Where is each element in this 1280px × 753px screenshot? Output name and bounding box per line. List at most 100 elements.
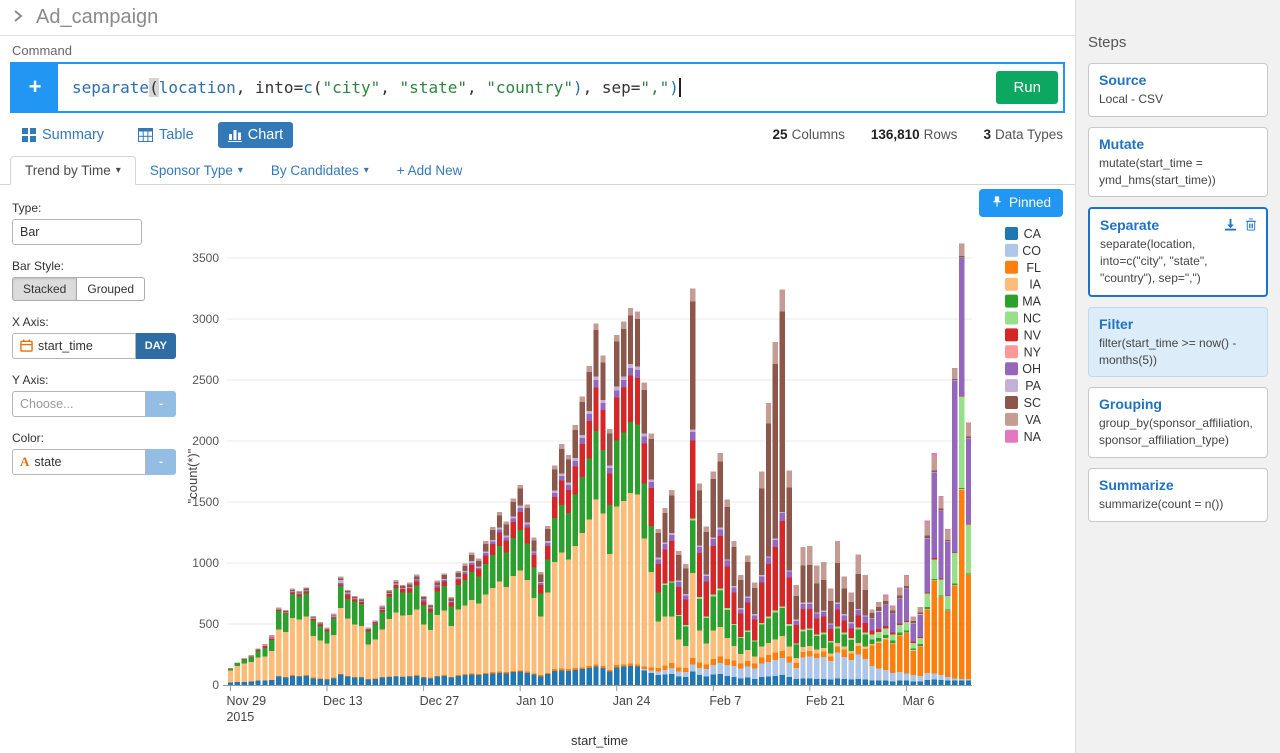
bar-segment bbox=[827, 623, 834, 625]
bar-style-stacked-button[interactable]: Stacked bbox=[12, 276, 78, 301]
x-axis-select[interactable]: start_time bbox=[12, 332, 136, 359]
bar-segment bbox=[848, 679, 854, 685]
legend-swatch bbox=[1005, 395, 1018, 409]
run-button[interactable]: Run bbox=[996, 70, 1058, 104]
bar-segment bbox=[317, 640, 323, 679]
legend-item-MA[interactable]: MA bbox=[1005, 294, 1042, 309]
bar-segment bbox=[889, 632, 896, 635]
step-card-summarize[interactable]: Summarize summarize(count = n()) bbox=[1088, 467, 1268, 522]
bar-segment bbox=[710, 539, 717, 546]
legend-item-CO[interactable]: CO bbox=[1005, 243, 1041, 258]
bar-segment bbox=[482, 672, 489, 675]
bar-segment bbox=[765, 661, 772, 677]
bar-segment bbox=[469, 674, 475, 685]
legend-item-IA[interactable]: IA bbox=[1005, 277, 1042, 292]
bar-segment bbox=[793, 667, 799, 679]
color-select[interactable]: A state bbox=[12, 448, 146, 475]
bar-segment bbox=[593, 431, 599, 500]
bar-segment bbox=[821, 561, 827, 581]
bar-segment bbox=[931, 673, 937, 680]
trash-icon[interactable] bbox=[1245, 218, 1257, 231]
bar-segment bbox=[620, 432, 627, 501]
step-card-source[interactable]: Source Local - CSV bbox=[1088, 63, 1268, 117]
bar-segment bbox=[689, 664, 696, 672]
chart-tab-by-candidates[interactable]: By Candidates ▾ bbox=[257, 157, 383, 184]
bar-segment bbox=[952, 380, 958, 553]
chart-tab-bar: Trend by Time ▾ Sponsor Type ▾ By Candidates… bbox=[0, 155, 1075, 185]
bar-segment bbox=[655, 528, 661, 534]
bar-segment bbox=[752, 614, 758, 616]
chart-tab-trend-by-time[interactable]: Trend by Time ▾ bbox=[10, 155, 136, 185]
color-aggregation-button[interactable]: - bbox=[146, 448, 176, 475]
x-axis-aggregation-button[interactable]: DAY bbox=[135, 332, 176, 359]
add-command-button[interactable]: + bbox=[12, 64, 58, 111]
bar-segment bbox=[455, 572, 461, 578]
bar-segment bbox=[441, 575, 447, 579]
bar-segment bbox=[834, 678, 841, 685]
legend-item-SC[interactable]: SC bbox=[1005, 395, 1041, 410]
bar-segment bbox=[731, 677, 737, 685]
legend-label: NC bbox=[1023, 311, 1041, 325]
bar-segment bbox=[841, 588, 848, 615]
y-axis-select[interactable]: Choose... bbox=[12, 390, 146, 417]
bar-segment bbox=[427, 630, 434, 678]
view-tab-summary[interactable]: Summary bbox=[12, 122, 114, 148]
chart-tab-sponsor-type[interactable]: Sponsor Type ▾ bbox=[136, 157, 257, 184]
bar-segment bbox=[848, 638, 854, 640]
pinned-button[interactable]: Pinned bbox=[978, 188, 1063, 217]
bar-segment bbox=[669, 534, 675, 542]
bar-segment bbox=[807, 650, 813, 657]
bar-segment bbox=[883, 638, 889, 640]
legend-item-NV[interactable]: NV bbox=[1005, 328, 1042, 342]
bar-segment bbox=[469, 561, 475, 563]
bar-segment bbox=[876, 668, 882, 681]
bar-segment bbox=[262, 646, 268, 648]
bar-segment bbox=[393, 675, 399, 677]
legend-item-PA[interactable]: PA bbox=[1005, 379, 1042, 393]
bar-segment bbox=[938, 510, 944, 512]
step-card-separate[interactable]: Separate separate(location, into=c("city"… bbox=[1088, 207, 1268, 297]
bar-segment bbox=[958, 489, 965, 679]
bar-segment bbox=[738, 678, 744, 685]
bar-segment bbox=[545, 525, 551, 529]
legend-item-NA[interactable]: NA bbox=[1005, 429, 1042, 444]
step-card-filter[interactable]: Filter filter(start_time >= now() - month… bbox=[1088, 306, 1268, 378]
bar-segment bbox=[565, 512, 572, 560]
bar-segment bbox=[738, 580, 744, 609]
bar-segment bbox=[683, 599, 689, 626]
bar-segment bbox=[683, 564, 689, 569]
bar-segment bbox=[303, 591, 310, 594]
bar-segment bbox=[269, 638, 275, 640]
legend-item-OH[interactable]: OH bbox=[1005, 362, 1041, 376]
view-tab-chart[interactable]: Chart bbox=[217, 121, 294, 148]
x-tick-label: Dec 27 bbox=[420, 694, 460, 708]
bar-segment bbox=[958, 256, 965, 258]
bar-segment bbox=[386, 596, 392, 620]
bar-segment bbox=[938, 578, 944, 580]
legend-item-VA[interactable]: VA bbox=[1005, 412, 1042, 427]
bar-segment bbox=[531, 552, 537, 556]
text-type-icon: A bbox=[20, 453, 30, 469]
chart-tab--add-new[interactable]: + Add New bbox=[383, 157, 477, 184]
bar-segment bbox=[296, 676, 303, 685]
bar-segment bbox=[255, 650, 261, 651]
bar-segment bbox=[448, 601, 454, 603]
step-card-grouping[interactable]: Grouping group_by(sponsor_affiliation, sp… bbox=[1088, 387, 1268, 458]
bar-segment bbox=[317, 678, 323, 679]
download-icon[interactable] bbox=[1224, 218, 1237, 231]
y-axis-aggregation-button[interactable]: - bbox=[146, 390, 176, 417]
bar-style-grouped-button[interactable]: Grouped bbox=[77, 276, 146, 301]
view-tab-table[interactable]: Table bbox=[128, 122, 204, 148]
bar-segment bbox=[938, 579, 944, 596]
step-card-mutate[interactable]: Mutate mutate(start_time = ymd_hms(start_… bbox=[1088, 126, 1268, 198]
bar-segment bbox=[579, 669, 585, 685]
legend-item-FL[interactable]: FL bbox=[1005, 260, 1041, 275]
legend-item-NY[interactable]: NY bbox=[1005, 345, 1042, 359]
bar-segment bbox=[614, 506, 620, 665]
legend-item-NC[interactable]: NC bbox=[1005, 311, 1041, 325]
command-input[interactable]: separate(location, into=c("city", "state… bbox=[58, 77, 996, 97]
chart-type-select[interactable]: Bar bbox=[12, 218, 142, 245]
bar-segment bbox=[620, 500, 627, 665]
legend-item-CA[interactable]: CA bbox=[1005, 226, 1042, 241]
sidebar-toggle-button[interactable] bbox=[8, 7, 28, 28]
